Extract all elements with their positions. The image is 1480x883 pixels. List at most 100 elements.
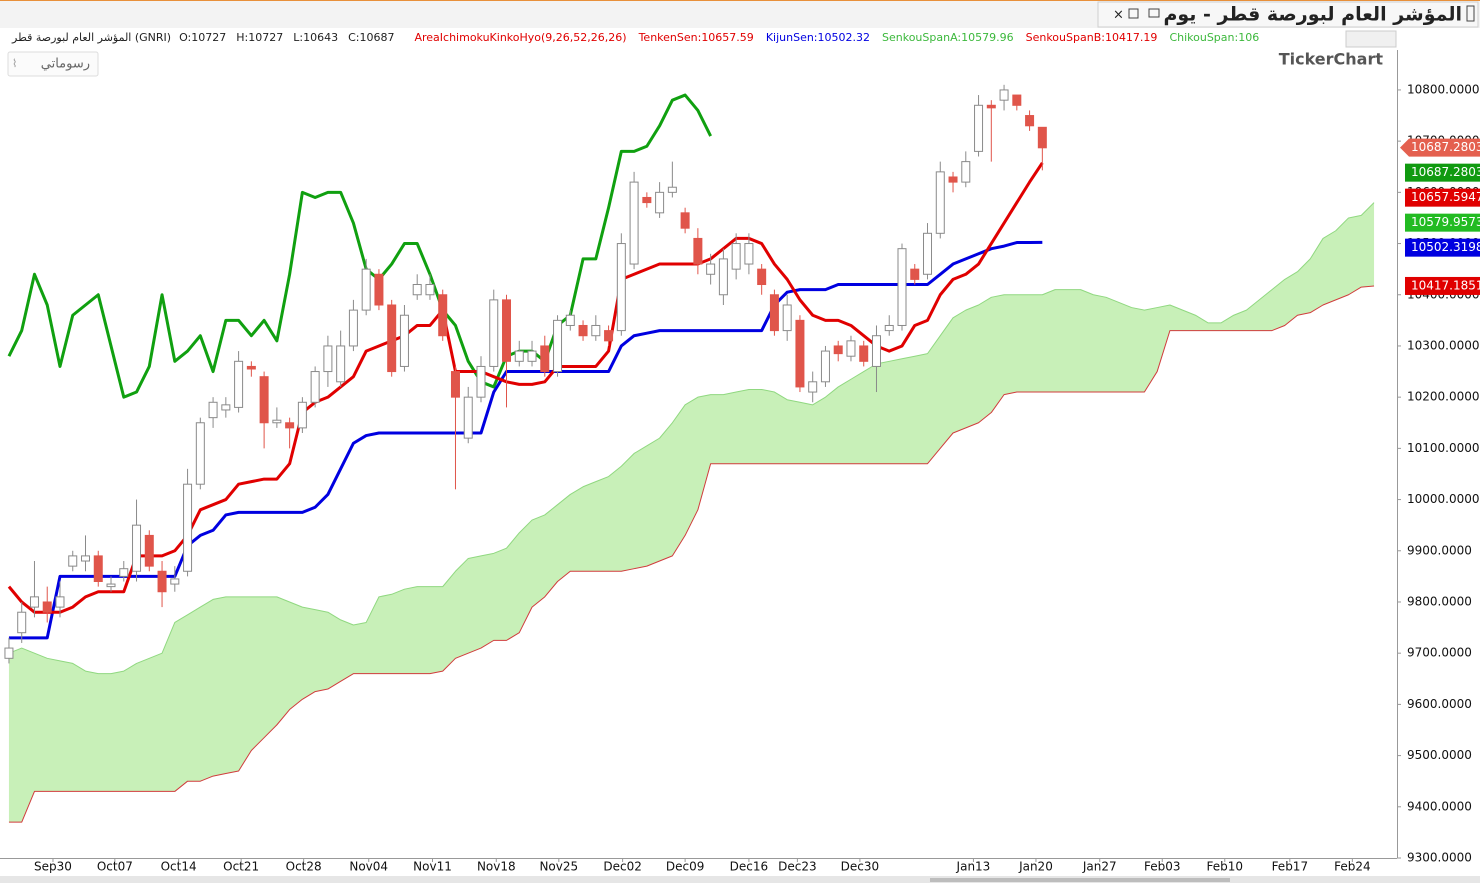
candle-body — [961, 161, 971, 183]
x-tick-label: Oct28 — [286, 860, 322, 874]
candle-body — [336, 345, 346, 383]
close-icon[interactable]: × — [1113, 8, 1124, 23]
scrollbar[interactable] — [0, 876, 1480, 883]
candle-body — [578, 324, 588, 337]
x-tick-label: Feb17 — [1272, 860, 1309, 874]
y-tick-label: 9700.0000 — [1407, 646, 1472, 660]
candle-body — [820, 350, 830, 383]
price-badge — [1405, 276, 1480, 295]
price-badge-label: 10687.2803 — [1411, 140, 1480, 154]
y-tick-label: 10300.0000 — [1407, 338, 1480, 352]
y-tick-label: 10000.0000 — [1407, 492, 1480, 506]
x-tick-label: Oct14 — [161, 860, 197, 874]
candle-body — [17, 611, 27, 634]
candle-body — [387, 304, 397, 373]
candle-body — [297, 401, 307, 429]
info-text: TenkenSen:10657.59 — [638, 31, 754, 44]
info-text: ChikouSpan:106 — [1169, 31, 1259, 44]
x-tick-label: Nov25 — [539, 860, 578, 874]
x-tick-label: Feb10 — [1207, 860, 1244, 874]
candle-body — [361, 268, 371, 311]
candle-body — [195, 422, 205, 485]
cloud-fill — [8, 202, 1375, 823]
restore-icon[interactable] — [1128, 8, 1139, 19]
candle-body — [782, 304, 792, 332]
candle-body — [731, 243, 741, 270]
candle-body — [221, 404, 231, 411]
logo: TickerChart — [1279, 50, 1384, 69]
candle-body — [285, 422, 295, 429]
price-badge-label: 10579.9573 — [1411, 215, 1480, 229]
candle-body — [183, 483, 193, 572]
info-text: المؤشر العام لبورصة قطر (GNRI) — [11, 31, 171, 44]
candle-body — [144, 534, 154, 567]
candle-body — [374, 273, 384, 306]
detach-icon[interactable] — [1148, 8, 1160, 18]
x-tick-label: Oct07 — [97, 860, 133, 874]
candle-body — [999, 89, 1009, 101]
price-badge-label: 10687.2803 — [1411, 165, 1480, 179]
indicator-line — [7, 93, 712, 399]
drawings-button-label[interactable]: رسوماتي — [41, 57, 90, 72]
candle-body — [170, 578, 180, 585]
x-tick-label: Nov18 — [477, 860, 516, 874]
candle-body — [935, 171, 945, 234]
x-tick-label: Dec16 — [730, 860, 769, 874]
candle-body — [808, 381, 818, 393]
candle-body — [565, 314, 575, 326]
price-badge — [1405, 163, 1480, 182]
candle-body — [502, 299, 512, 362]
drawings-button[interactable] — [7, 51, 99, 77]
candle-body — [910, 268, 920, 280]
info-text: L:10643 — [293, 31, 338, 44]
drawings-icon[interactable]: ⌇ — [12, 57, 17, 70]
info-text: SenkouSpanA:10579.96 — [882, 31, 1014, 44]
price-badge-label: 10417.1851 — [1411, 278, 1480, 292]
price-badge-label: 10657.5947 — [1411, 190, 1480, 204]
info-text: SenkouSpanB:10417.19 — [1026, 31, 1158, 44]
candle-body — [1012, 94, 1022, 106]
candle-body — [718, 258, 728, 296]
scroll-thumb[interactable] — [930, 878, 1230, 882]
candle-body — [93, 555, 103, 582]
title-box — [1097, 1, 1479, 28]
x-tick-label: Dec30 — [841, 860, 880, 874]
candle-body — [693, 237, 703, 265]
candle-body — [1025, 115, 1035, 127]
candle-body — [272, 419, 282, 424]
candle-body — [833, 345, 843, 355]
x-tick-label: Oct21 — [223, 860, 259, 874]
candle-body — [871, 335, 881, 367]
y-tick-label: 9400.0000 — [1407, 799, 1472, 813]
candle-body — [476, 365, 486, 398]
x-tick-label: Jan27 — [1082, 860, 1117, 874]
price-badge — [1405, 238, 1480, 257]
candle-body — [974, 104, 984, 152]
candle-body — [744, 243, 754, 265]
candle-body — [553, 319, 563, 373]
price-badge — [1405, 188, 1480, 207]
candle-body — [667, 186, 677, 193]
plot-area — [4, 84, 1375, 823]
candle-body — [655, 191, 665, 214]
candle-body — [234, 360, 244, 408]
candle-body — [4, 647, 14, 659]
x-tick-label: Nov11 — [413, 860, 452, 874]
candle-body — [923, 232, 933, 275]
candle-body — [399, 314, 409, 367]
panel-buttons[interactable] — [1345, 30, 1397, 48]
candle-body — [119, 568, 129, 577]
candle-body — [55, 596, 65, 608]
candle-body — [81, 555, 91, 562]
indicator-line — [8, 202, 1375, 675]
candle-body — [463, 396, 473, 439]
candle-body — [540, 345, 550, 373]
candle-body — [629, 181, 639, 265]
y-tick-label: 10100.0000 — [1407, 441, 1480, 455]
y-tick-label: 9800.0000 — [1407, 594, 1472, 608]
candle-body — [489, 299, 499, 367]
candle-body — [157, 570, 167, 593]
candle-body — [29, 596, 39, 608]
candle-body — [948, 176, 958, 183]
